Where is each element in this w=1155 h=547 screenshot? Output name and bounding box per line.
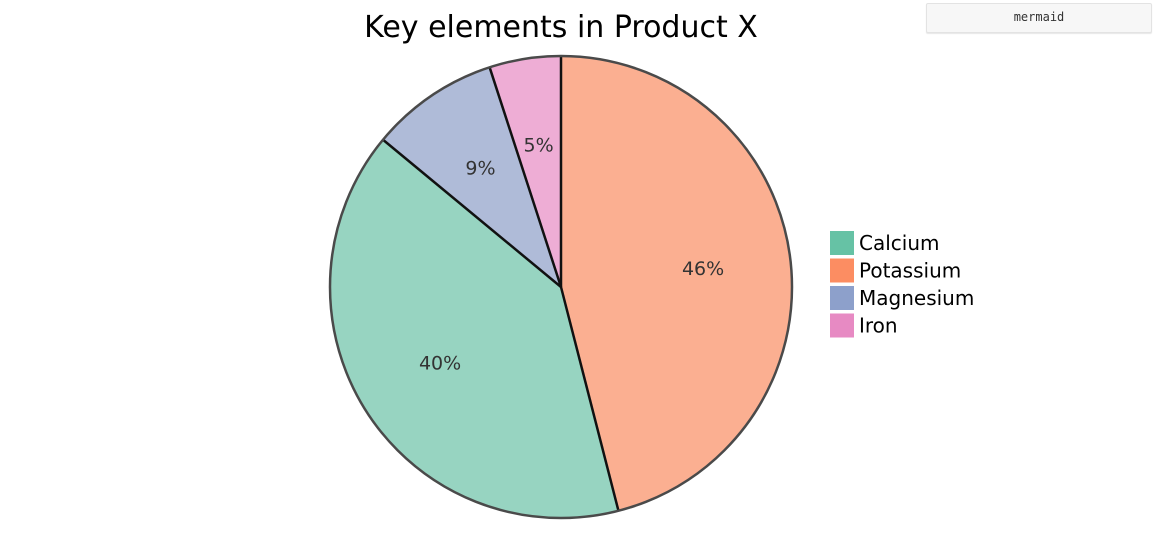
slice-label-calcium: 40% [419, 353, 461, 375]
pie-slice-magnesium [383, 67, 561, 288]
legend-swatch-magnesium [830, 286, 854, 310]
legend-label-calcium: Calcium [859, 231, 940, 255]
legend-swatch-iron [830, 313, 854, 338]
pie-outline [328, 54, 794, 520]
slice-divider-2 [559, 286, 620, 512]
legend-swatch-calcium [830, 231, 854, 255]
chart-legend: Calcium Potassium Magnesium Iron [830, 231, 974, 338]
legend-label-iron: Iron [859, 314, 898, 338]
slice-label-magnesium: 9% [465, 158, 495, 180]
legend-label-potassium: Potassium [859, 259, 961, 283]
legend-label-magnesium: Magnesium [859, 286, 974, 310]
legend-swatch-potassium [830, 258, 854, 283]
slice-dividers [382, 56, 620, 512]
slice-divider-4 [488, 66, 563, 288]
pie-slice-calcium [330, 139, 619, 518]
slice-divider-3 [382, 138, 562, 288]
chart-title: Key elements in Product X [364, 10, 758, 45]
pie-slice-potassium [561, 56, 793, 511]
slice-labels: 46% 40% 9% 5% [419, 135, 724, 375]
slice-label-iron: 5% [524, 135, 554, 157]
mermaid-badge[interactable]: mermaid [926, 3, 1152, 33]
slice-label-potassium: 46% [682, 258, 724, 280]
